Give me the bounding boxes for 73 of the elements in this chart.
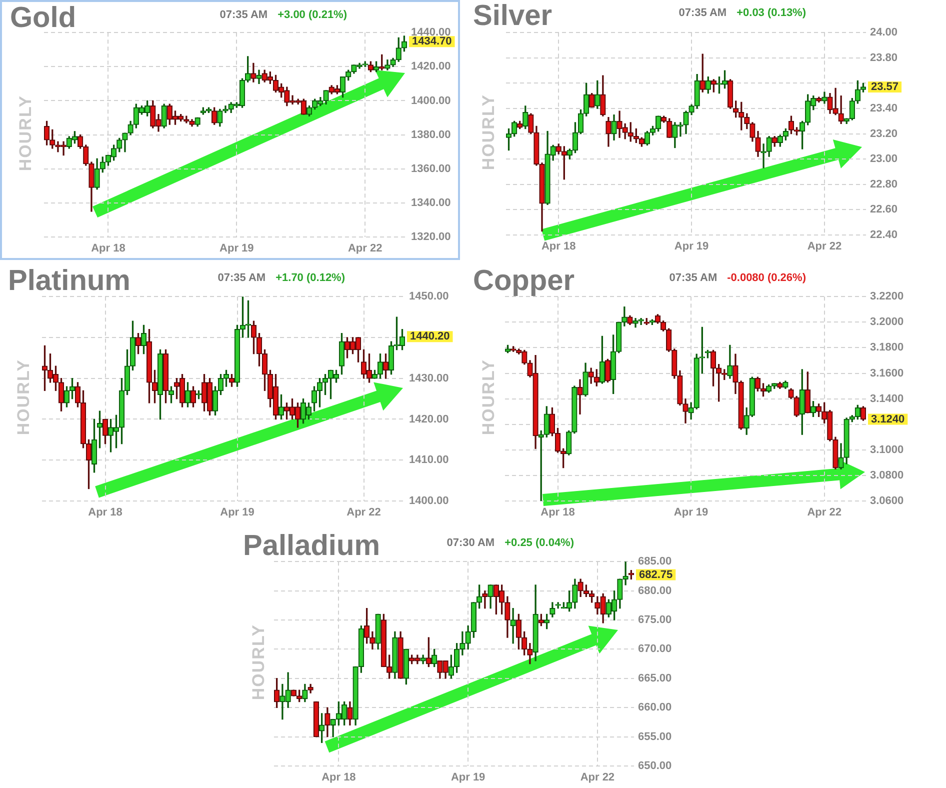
chart-title: Gold [10,2,76,35]
text: 07:35 AM [218,272,266,284]
y-tick-label: 24.00 [870,26,898,39]
y-tick-label: 3.1400 [870,392,904,405]
text: 07:30 AM [446,537,495,549]
text: +0.03 (0.13%) [736,7,806,19]
text: +0.25 (0.04%) [504,537,574,549]
y-tick-label: 1420.00 [409,413,449,426]
text: 23.57 [871,81,899,94]
y-tick-label: 685.00 [638,556,672,568]
x-tick-label: Apr 22 [807,240,842,253]
y-tick-label: 3.1600 [870,367,904,380]
y-tick-label: 1420.00 [411,60,451,73]
x-tick-label: Apr 18 [540,506,575,519]
candlestick [577,379,583,414]
y-tick-label: 3.2000 [870,316,904,328]
y-tick-label: 22.40 [870,229,898,242]
y-tick-label: 3.1800 [870,342,904,354]
x-tick-label: Apr 22 [346,506,381,519]
y-tick-label: 1320.00 [411,231,451,244]
text: +1.70 (0.12%) [276,272,345,284]
text: 07:35 AM [678,7,727,19]
x-tick-label: Apr 18 [541,240,576,253]
y-tick-label: 3.1000 [870,444,904,456]
text: 1434.70 [412,36,452,48]
y-tick-label: 1380.00 [411,128,451,141]
x-tick-label: Apr 18 [88,506,122,519]
y-tick-label: 1430.00 [409,372,449,384]
y-tick-label: 22.80 [870,178,898,190]
y-tick-label: 3.0800 [870,469,904,482]
y-tick-label: 23.20 [870,128,898,140]
y-tick-label: 1410.00 [409,454,449,466]
y-tick-label: 23.40 [870,102,898,115]
x-tick-label: Apr 18 [322,772,356,784]
x-tick-label: Apr 22 [348,242,382,255]
text: 07:35 AM [220,9,268,21]
y-tick-label: 665.00 [638,672,672,684]
y-tick-label: 3.2200 [870,290,904,303]
chart-title: Platinum [8,265,130,298]
chart-title: Palladium [243,530,380,563]
chart-title: Silver [473,0,552,33]
x-tick-label: Apr 19 [674,506,708,519]
chart-title: Copper [473,265,574,298]
text: 3.1240 [871,413,905,426]
y-tick-label: 22.60 [870,204,898,216]
y-tick-label: 3.0600 [870,495,904,508]
y-tick-label: 655.00 [638,730,672,743]
y-tick-label: 1400.00 [409,495,449,508]
y-tick-label: 675.00 [638,614,672,626]
candlestick [510,608,516,644]
text: +3.00 (0.21%) [278,9,347,21]
y-tick-label: 1360.00 [411,162,451,175]
text: -0.0080 (0.26%) [727,272,806,284]
y-tick-label: 1450.00 [409,290,449,303]
text: 07:35 AM [669,272,718,284]
text: 1440.20 [410,330,450,343]
x-tick-label: Apr 18 [91,242,126,255]
x-tick-label: Apr 22 [580,772,615,784]
y-tick-label: 660.00 [638,702,672,714]
x-tick-label: Apr 22 [807,506,842,519]
y-tick-label: 650.00 [638,760,672,772]
y-tick-label: 1400.00 [411,94,451,107]
candlestick [482,590,488,609]
x-tick-label: Apr 19 [450,772,486,784]
text: 682.75 [639,568,673,581]
x-tick-label: Apr 19 [674,240,709,253]
y-tick-label: 1340.00 [411,196,451,209]
x-tick-label: Apr 19 [220,506,254,519]
y-tick-label: 23.00 [870,153,898,166]
y-tick-label: 680.00 [638,584,672,597]
y-tick-label: 670.00 [638,643,672,656]
x-tick-label: Apr 19 [220,242,254,255]
y-tick-label: 23.80 [870,52,898,64]
